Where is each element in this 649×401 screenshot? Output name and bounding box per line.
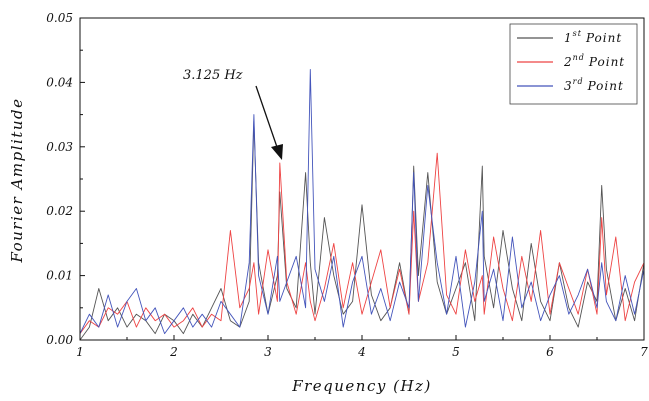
annotation-arrow: [255, 85, 279, 151]
y-tick-label: 0.01: [46, 269, 73, 283]
legend-label-2: 2nd Point: [563, 53, 625, 69]
series-line-1: [79, 120, 645, 341]
y-axis-title: Fourier Amplitude: [8, 98, 26, 264]
x-tick-label: 4: [357, 345, 366, 359]
x-tick-label: 2: [169, 345, 178, 359]
y-tick-label: 0.02: [46, 204, 73, 218]
axis-ticks: 1 2 3 4 5 6 7 0.00 0.01 0.02 0.03 0.04 0.05: [46, 11, 648, 359]
y-tick-label: 0.04: [46, 75, 73, 89]
series-line-3: [79, 69, 645, 335]
x-tick-label: 3: [264, 345, 272, 359]
y-tick-label: 0.03: [46, 140, 73, 154]
x-tick-label: 5: [452, 345, 460, 359]
legend-box: [509, 23, 638, 105]
legend-label-1: 1st Point: [564, 29, 622, 45]
annotation-label: 3.125 Hz: [183, 68, 243, 83]
x-tick-label: 7: [640, 345, 648, 359]
legend-label-3: 3rd Point: [564, 77, 624, 93]
legend-items: 1st Point 2nd Point 3rd Point: [517, 29, 625, 93]
annotation-arrowhead: [271, 144, 283, 160]
x-tick-label: 1: [76, 345, 84, 359]
series-line-2: [79, 152, 645, 334]
y-tick-label: 0.00: [46, 333, 73, 347]
x-axis-title: Frequency (Hz): [291, 377, 432, 395]
legend: 1st Point 2nd Point 3rd Point: [509, 23, 638, 105]
plot-series: [79, 69, 645, 341]
y-tick-label: 0.05: [46, 11, 73, 25]
x-tick-label: 6: [546, 345, 554, 359]
